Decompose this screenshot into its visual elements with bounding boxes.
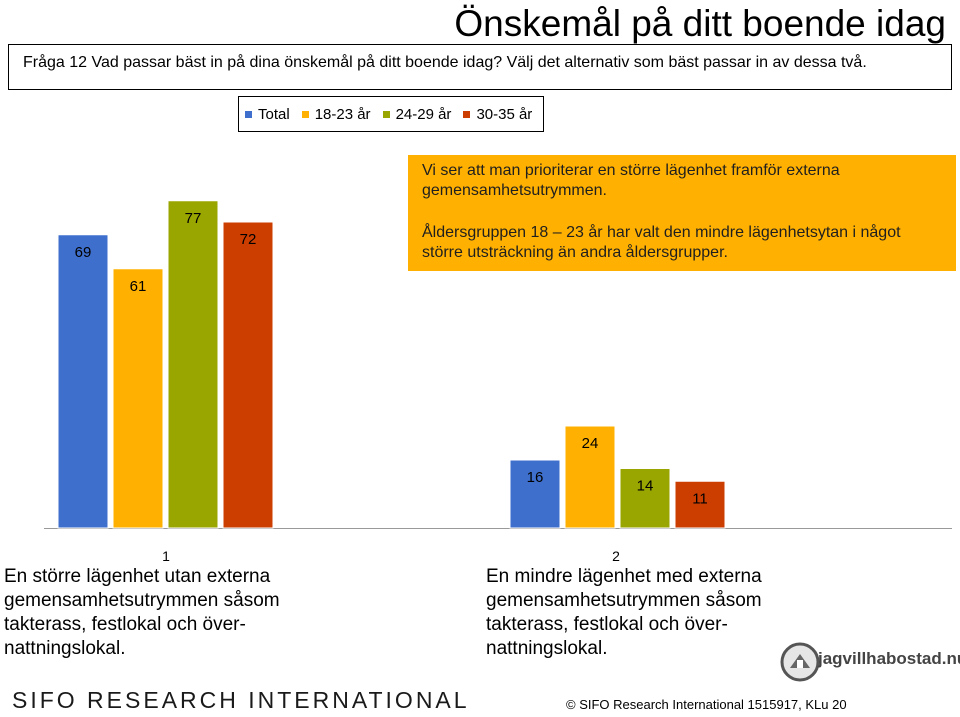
legend-swatch-total xyxy=(245,110,252,118)
legend-swatch-24-29 xyxy=(382,110,390,118)
data-label-30-35-år-cat-2: 11 xyxy=(692,490,708,507)
legend-item-total: Total xyxy=(245,106,290,123)
brand-wordmark: SIFO RESEARCH INTERNATIONAL xyxy=(12,687,470,713)
callout-paragraph-2: Åldersgruppen 18 – 23 år har valt den mi… xyxy=(422,224,901,261)
category-label-1: En större lägenhet utan externa gemensam… xyxy=(4,566,280,659)
legend-label-total: Total xyxy=(258,105,290,123)
category-number-1: 1 xyxy=(162,548,170,564)
data-label-total-cat-1: 69 xyxy=(75,244,92,261)
legend-item-30-35: 30-35 år xyxy=(463,106,532,123)
data-label-24-29-år-cat-1: 77 xyxy=(185,210,202,227)
jagvillhabostad-logo: jagvillhabostad.nu xyxy=(780,642,960,682)
copyright-text: © SIFO Research International 1515917, K… xyxy=(566,697,847,712)
data-label-18-23-år-cat-2: 24 xyxy=(582,435,599,452)
page-title: Önskemål på ditt boende idag xyxy=(454,3,946,44)
bar-18-23-år-cat-2 xyxy=(564,425,616,529)
question-box: Fråga 12 Vad passar bäst in på dina önsk… xyxy=(8,44,952,90)
legend-item-18-23: 18-23 år xyxy=(301,105,371,123)
legend-label-30-35: 30-35 år xyxy=(476,105,533,123)
legend-swatch-30-35 xyxy=(463,110,471,118)
legend-label-18-23: 18-23 år xyxy=(314,105,371,123)
data-label-24-29-år-cat-2: 14 xyxy=(637,478,654,495)
category-label-2: En mindre lägenhet med externa gemensamh… xyxy=(486,566,762,659)
bar-30-35-år-cat-1 xyxy=(222,221,274,529)
bar-total-cat-2 xyxy=(509,459,561,529)
data-label-total-cat-2: 16 xyxy=(527,469,544,486)
data-label-30-35-år-cat-1: 72 xyxy=(240,231,257,248)
bar-total-cat-1 xyxy=(57,234,109,529)
chart-legend: Total 18-23 år 24-29 år 30-35 år xyxy=(238,96,544,132)
category-number-2: 2 xyxy=(612,548,620,564)
data-label-18-23-år-cat-1: 61 xyxy=(130,278,147,295)
legend-swatch-18-23 xyxy=(301,110,309,118)
insight-callout: Vi ser att man prioriterar en större läg… xyxy=(408,155,956,271)
bar-30-35-år-cat-2 xyxy=(674,480,726,529)
logo-text: jagvillhabostad.nu xyxy=(817,649,960,668)
callout-paragraph-1: Vi ser att man prioriterar en större läg… xyxy=(422,162,840,199)
bar-24-29-år-cat-1 xyxy=(167,200,219,529)
bar-18-23-år-cat-1 xyxy=(112,268,164,529)
bar-24-29-år-cat-2 xyxy=(619,468,671,529)
legend-label-24-29: 24-29 år xyxy=(395,105,452,123)
legend-item-24-29: 24-29 år xyxy=(382,105,452,123)
